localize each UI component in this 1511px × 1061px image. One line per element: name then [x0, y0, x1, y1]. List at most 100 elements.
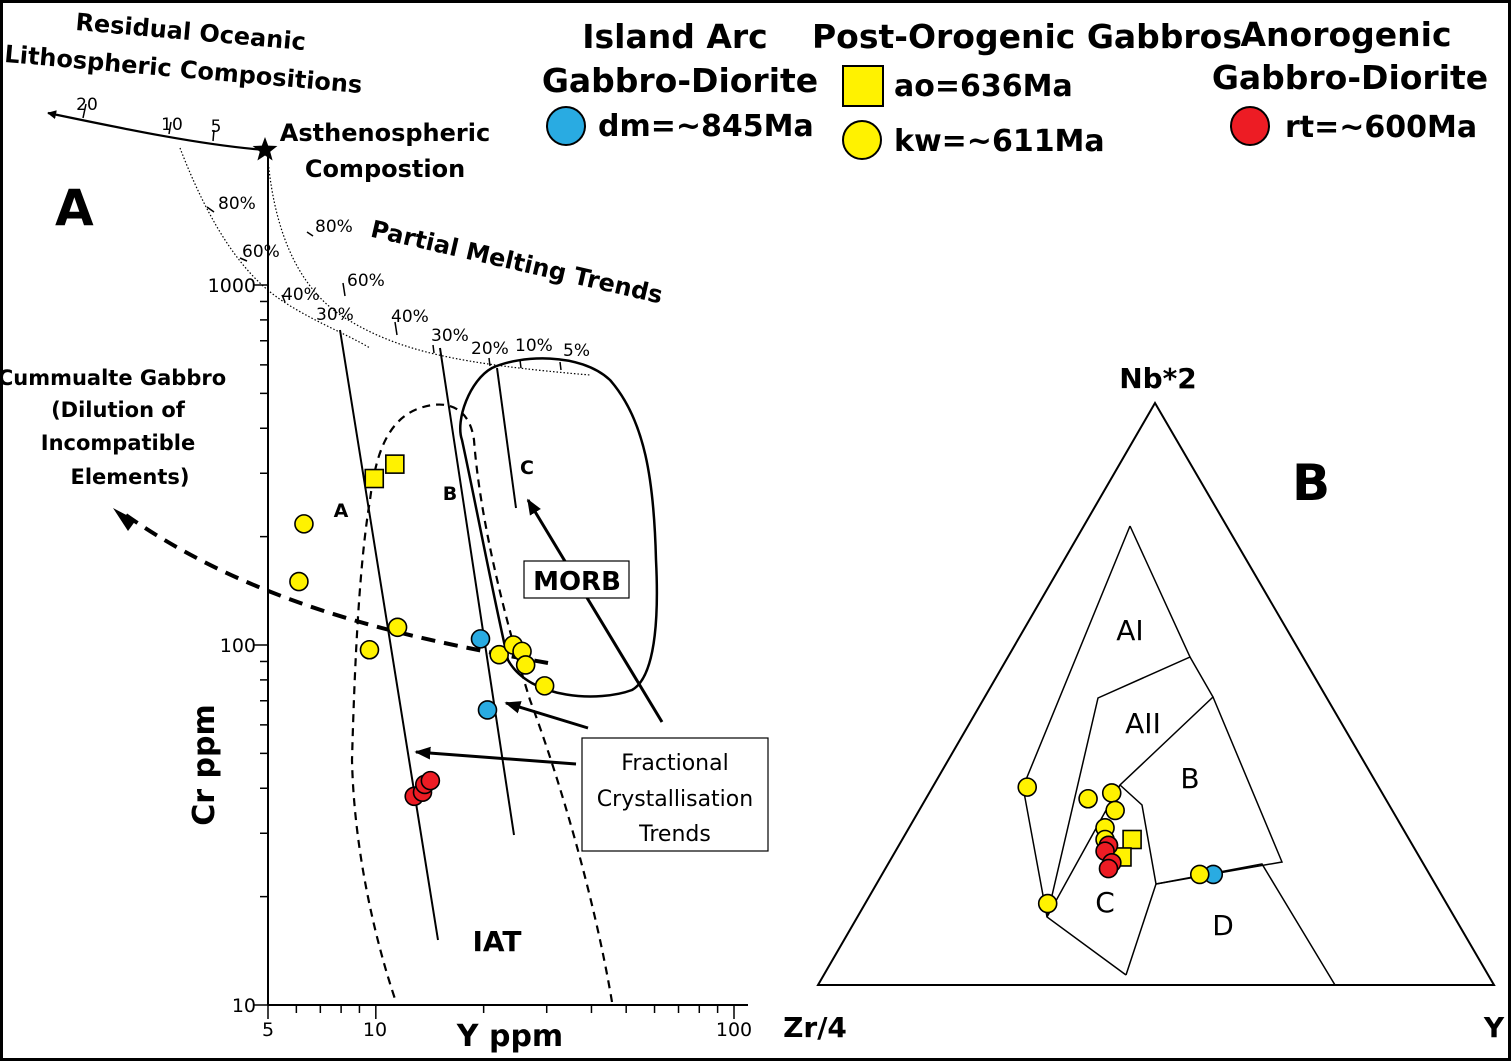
melt-right-20: 20% — [471, 339, 509, 359]
melt-left-40: 40% — [282, 285, 320, 305]
x-axis-title: Y ppm — [456, 1019, 563, 1054]
field-label-d: D — [1212, 909, 1234, 942]
point-b-rt — [1098, 858, 1119, 879]
legend-dm-marker — [546, 106, 586, 146]
field-label-b: B — [1180, 762, 1199, 795]
point-a-dm — [477, 700, 498, 720]
point-b-ao — [1122, 829, 1142, 850]
residual-tick-20 — [82, 103, 87, 119]
residual-tick-5 — [212, 129, 215, 142]
residual-label-2: Lithospheric Compositions — [3, 40, 363, 99]
morb-field-outline — [459, 357, 659, 698]
melt-right-40: 40% — [391, 307, 429, 327]
point-a-kw — [294, 514, 314, 534]
asthenosphere-star-icon — [252, 137, 278, 161]
apex-label-top: Nb*2 — [1119, 362, 1197, 395]
axis-ticks — [254, 284, 735, 1019]
fractional-label-1: Fractional — [621, 751, 728, 776]
cumulate-label-3: Incompatible — [41, 431, 195, 455]
cumulate-label-2: (Dilution of — [51, 398, 186, 422]
field-label-aii: AII — [1125, 707, 1161, 740]
point-a-dm — [470, 629, 491, 649]
melt-left-labels: 80% 60% 40% 30% — [218, 194, 354, 325]
morb-trend-arrow — [526, 498, 664, 723]
melt-right-60: 60% — [347, 271, 385, 291]
point-a-kw — [387, 617, 408, 638]
residual-scale-5: 5 — [211, 117, 222, 137]
point-a-kw — [489, 644, 509, 665]
trend-line-a — [339, 329, 439, 941]
melt-left-30: 30% — [316, 305, 354, 325]
point-b-kw — [1101, 783, 1122, 803]
fractional-label-box — [581, 737, 769, 852]
trend-line-c — [496, 367, 517, 509]
residual-label: Residual Oceanic Lithospheric Compositio… — [3, 8, 363, 99]
legend-island-arc-title-2: Gabbro-Diorite — [542, 61, 818, 100]
residual-scale-10: 10 — [161, 115, 183, 135]
y-axis-title: Cr ppm — [187, 704, 222, 825]
field-boundary-b — [1155, 696, 1284, 885]
legend-ao-label: ao=636Ma — [894, 69, 1073, 104]
melt-right-labels: 80% 60% 40% 30% 20% 10% 5% — [315, 217, 590, 361]
point-a-kw — [515, 655, 536, 675]
panel-a: A 5 10 100 10 100 1000 Y ppm Cr ppm 20 1… — [0, 8, 769, 1054]
field-boundary-inner — [1119, 784, 1157, 976]
fractional-arrow-b — [504, 701, 589, 730]
fractional-arrow-a — [414, 746, 577, 766]
x-tick-label-5: 5 — [262, 1019, 274, 1041]
morb-label-box — [523, 560, 630, 599]
x-tick-label-10: 10 — [363, 1019, 387, 1041]
panel-b-data-points — [1017, 777, 1224, 914]
melt-left-60: 60% — [242, 242, 280, 262]
cumulate-label: Cummualte Gabbro (Dilution of Incompatib… — [0, 366, 226, 489]
fractional-label-3: Trends — [638, 822, 711, 847]
trend-a-label: A — [334, 500, 349, 522]
iat-label: IAT — [472, 925, 521, 958]
field-boundary-ai — [1046, 525, 1191, 918]
panel-b: B AI AII B C D Nb*2 Zr/4 Y — [783, 362, 1505, 1044]
legend-post-orogenic-title: Post-Orogenic Gabbros — [812, 17, 1242, 56]
point-b-kw — [1189, 864, 1210, 885]
melting-curve-right — [267, 159, 591, 376]
cumulate-label-1: Cummualte Gabbro — [0, 366, 226, 390]
melt-right-10: 10% — [515, 336, 553, 356]
partial-melting-label: Partial Melting Trends — [368, 215, 665, 309]
x-tick-label-100: 100 — [716, 1019, 752, 1041]
point-a-rt — [420, 770, 441, 791]
asthenospheric-label-1: Asthenospheric — [280, 119, 490, 147]
y-tick-label-10: 10 — [232, 995, 256, 1017]
field-label-ai: AI — [1116, 614, 1143, 647]
residual-scale-20: 20 — [76, 95, 98, 115]
panel-a-data-points — [289, 454, 555, 807]
field-boundary-outer — [1022, 525, 1131, 976]
legend-dm-label: dm=~845Ma — [598, 109, 814, 144]
y-tick-label-1000: 1000 — [208, 275, 256, 297]
point-b-kw — [1078, 788, 1098, 809]
point-a-kw — [289, 571, 309, 592]
legend: Island Arc Gabbro-Diorite dm=~845Ma Post… — [542, 15, 1488, 160]
panel-b-label: B — [1292, 454, 1330, 512]
point-b-kw — [1017, 777, 1038, 797]
ternary-triangle — [816, 401, 1496, 986]
legend-kw-label: kw=~611Ma — [894, 124, 1105, 159]
morb-label: MORB — [533, 567, 621, 597]
legend-ao-marker — [842, 65, 884, 107]
melt-right-80: 80% — [315, 217, 353, 237]
ternary-field-boundaries — [1022, 525, 1336, 986]
legend-rt-label: rt=~600Ma — [1285, 110, 1477, 145]
point-a-ao — [364, 468, 385, 489]
legend-anorogenic-title-1: Anorogenic — [1240, 15, 1451, 54]
x-tick-labels: 5 10 100 — [262, 1019, 752, 1041]
legend-anorogenic-title-2: Gabbro-Diorite — [1212, 58, 1488, 97]
cumulate-label-4: Elements) — [71, 465, 190, 489]
y-tick-label-100: 100 — [220, 635, 256, 657]
melt-left-80: 80% — [218, 194, 256, 214]
cumulate-arrow-head-icon — [113, 508, 136, 531]
field-boundary-aii — [1046, 656, 1214, 918]
melt-right-5: 5% — [563, 341, 590, 361]
y-tick-labels: 10 100 1000 — [208, 275, 256, 1017]
apex-label-right: Y — [1483, 1011, 1505, 1044]
